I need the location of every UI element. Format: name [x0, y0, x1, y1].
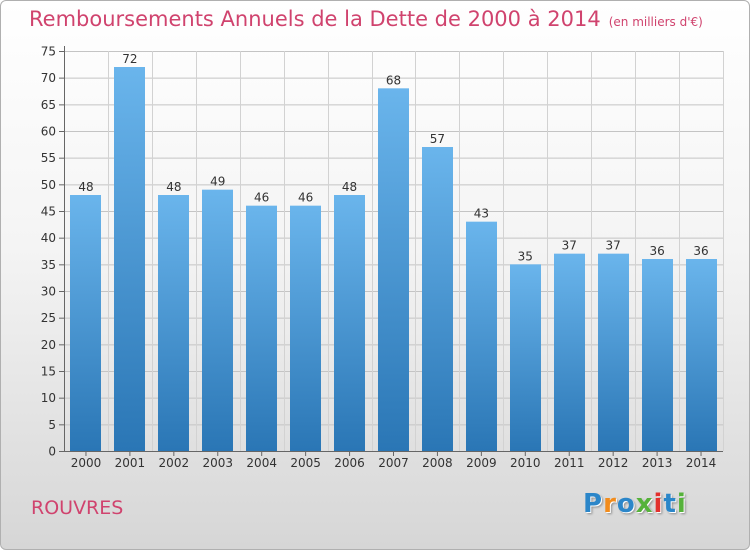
x-tick-label: 2001 [115, 456, 146, 470]
y-tick-label: 50 [41, 178, 56, 192]
bar-value-label: 72 [122, 52, 137, 66]
bar-2004 [246, 205, 277, 451]
logo-letter: i [653, 489, 664, 519]
y-tick-label: 75 [41, 45, 56, 59]
bar-2012 [598, 253, 629, 451]
bar-2003 [202, 189, 233, 451]
bar-2014 [686, 259, 717, 451]
x-tick-label: 2007 [378, 456, 409, 470]
logo-letter: o [616, 489, 636, 519]
x-tick-label: 2009 [466, 456, 497, 470]
bar-value-label: 48 [342, 180, 357, 194]
x-tick-label: 2006 [334, 456, 365, 470]
y-tick-label: 20 [41, 338, 56, 352]
y-tick-label: 40 [41, 231, 56, 245]
bar-2008 [422, 147, 453, 451]
x-tick-label: 2014 [686, 456, 717, 470]
y-tick-label: 70 [41, 71, 56, 85]
proxiti-logo: Proxiti [583, 489, 687, 519]
y-tick-label: 10 [41, 391, 56, 405]
bar-value-label: 37 [562, 239, 577, 253]
y-tick-label: 30 [41, 285, 56, 299]
bar-value-label: 48 [166, 180, 181, 194]
y-tick-label: 35 [41, 258, 56, 272]
logo-letter: i [676, 489, 687, 519]
x-tick-label: 2005 [290, 456, 321, 470]
x-tick-label: 2008 [422, 456, 453, 470]
bar-2006 [334, 195, 365, 451]
x-tick-label: 2012 [598, 456, 629, 470]
x-tick-label: 2004 [246, 456, 277, 470]
bar-value-label: 36 [649, 244, 664, 258]
bars: 48 72 48 49 46 46 48 68 57 43 35 37 37 36 36 [70, 52, 717, 451]
bar-2005 [290, 205, 321, 451]
commune-name: ROUVRES [31, 497, 124, 519]
axes: 0 5 10 15 20 25 30 35 40 45 50 55 60 65 70 75 2000 2001 20… [41, 45, 723, 470]
bar-value-label: 35 [518, 249, 533, 263]
chart-title: Remboursements Annuels de la Dette de 20… [29, 7, 703, 31]
bar-value-label: 37 [606, 239, 621, 253]
bar-2007 [378, 88, 409, 451]
logo-letter: x [635, 489, 654, 519]
bar-2013 [642, 259, 673, 451]
bar-2001 [114, 67, 145, 451]
bar-2011 [554, 253, 585, 451]
x-tick-label: 2000 [71, 456, 102, 470]
logo-letter: r [603, 489, 617, 519]
x-tick-label: 2002 [159, 456, 190, 470]
bar-2002 [158, 195, 189, 451]
bar-value-label: 49 [210, 175, 225, 189]
bar-value-label: 43 [474, 207, 489, 221]
y-tick-label: 5 [48, 418, 56, 432]
x-tick-label: 2010 [510, 456, 541, 470]
chart-title-text: Remboursements Annuels de la Dette de 20… [29, 7, 601, 31]
logo-letter: t [663, 489, 677, 519]
y-tick-label: 25 [41, 311, 56, 325]
bar-value-label: 46 [298, 191, 313, 205]
x-tick-label: 2013 [642, 456, 673, 470]
y-tick-label: 65 [41, 98, 56, 112]
y-tick-label: 0 [48, 445, 56, 459]
bar-value-label: 57 [430, 132, 445, 146]
x-tick-label: 2011 [554, 456, 585, 470]
y-tick-label: 15 [41, 365, 56, 379]
y-tick-label: 60 [41, 125, 56, 139]
x-tick-label: 2003 [202, 456, 233, 470]
chart-unit: (en milliers d'€) [608, 15, 703, 29]
bar-value-label: 68 [386, 73, 401, 87]
bar-2000 [70, 195, 101, 451]
bar-value-label: 48 [78, 180, 93, 194]
y-tick-label: 55 [41, 151, 56, 165]
y-tick-label: 45 [41, 205, 56, 219]
bar-value-label: 36 [693, 244, 708, 258]
bar-2010 [510, 264, 541, 451]
bar-value-label: 46 [254, 191, 269, 205]
bar-2009 [466, 221, 497, 451]
logo-letter: P [583, 489, 604, 519]
